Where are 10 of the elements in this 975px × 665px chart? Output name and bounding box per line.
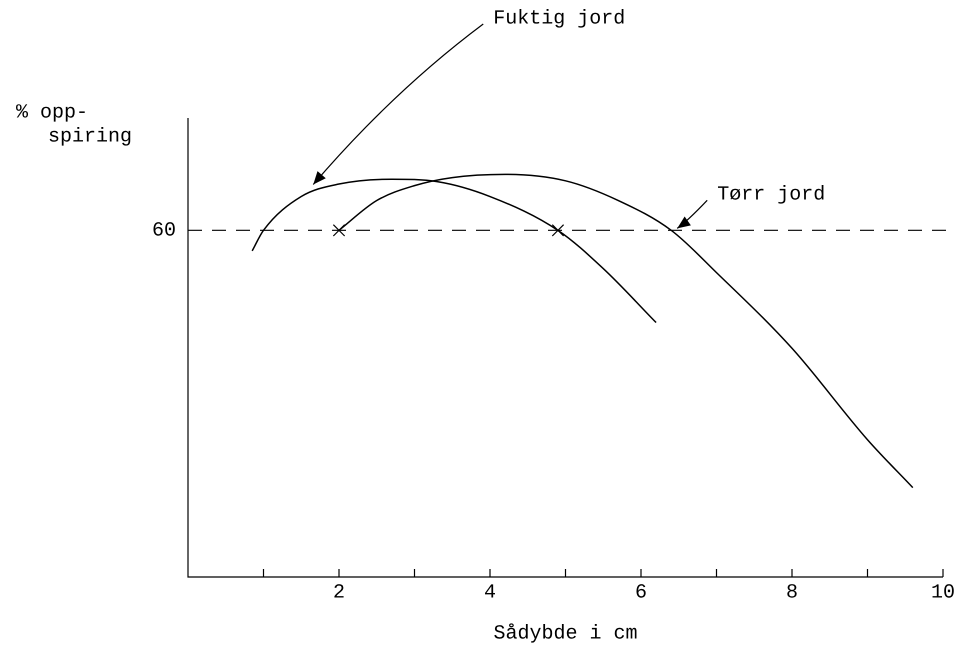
x-tick-label: 8 xyxy=(786,581,798,604)
text: 60 xyxy=(152,220,176,243)
x-tick-label: 6 xyxy=(634,581,648,604)
x-tick-label: 10 xyxy=(930,581,956,604)
x-tick-label: 4 xyxy=(484,581,496,604)
text: Fuktig jord xyxy=(493,7,626,30)
x-axis-title: Sådybde i cm xyxy=(493,622,638,646)
text: Tørr jord xyxy=(717,184,826,207)
y-axis-title: % opp- spiring xyxy=(16,101,132,148)
x-tick-label: 2 xyxy=(332,581,346,604)
